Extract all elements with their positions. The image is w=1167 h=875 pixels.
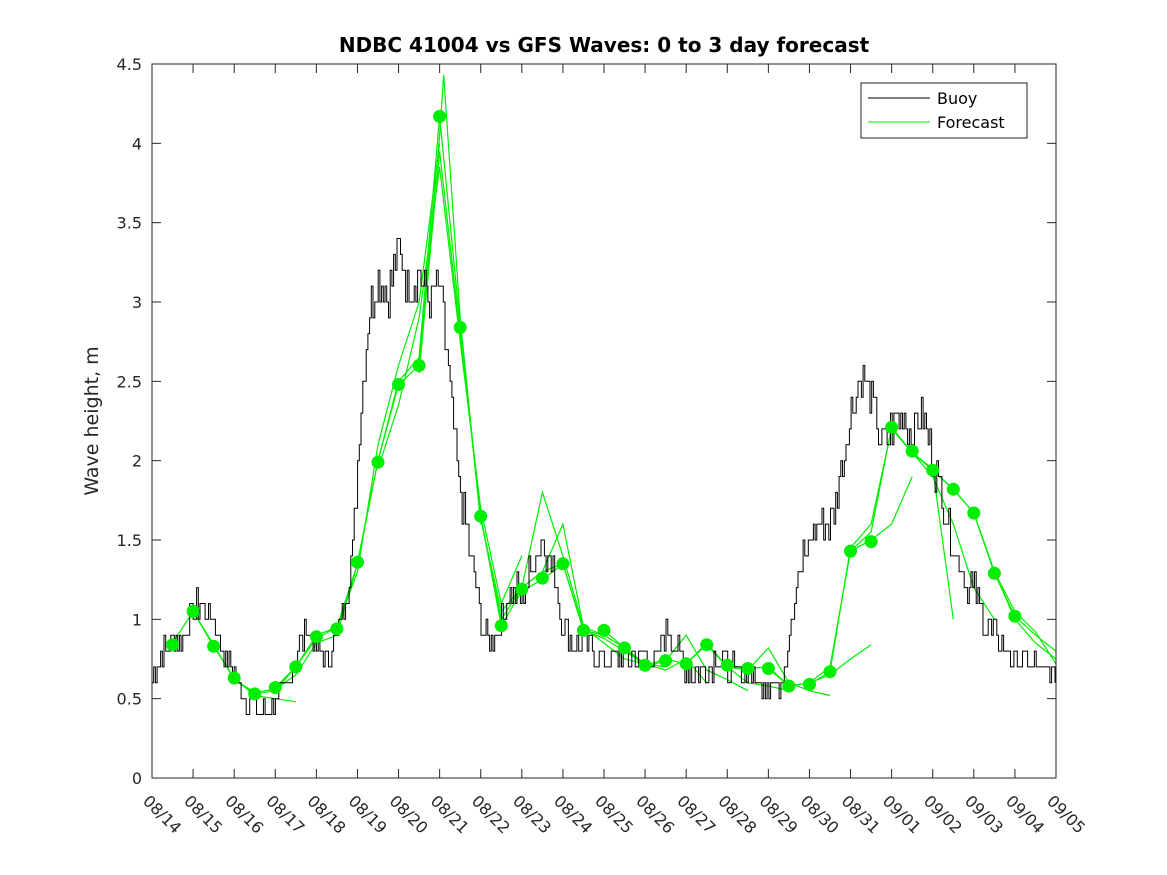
y-tick-label: 4 [132, 134, 142, 153]
y-tick-label: 1.5 [117, 531, 142, 550]
forecast-point [1008, 609, 1022, 623]
forecast-point [453, 320, 467, 334]
forecast-point [166, 638, 179, 652]
x-tick-label: 09/04 [1002, 791, 1048, 837]
forecast-point [371, 455, 385, 469]
forecast-point [905, 444, 919, 458]
forecast-point [987, 566, 1001, 580]
plot-area [152, 64, 1056, 778]
forecast-point [967, 506, 981, 520]
x-tick-label: 08/29 [756, 791, 802, 837]
forecast-point [597, 623, 611, 637]
forecast-point [577, 623, 590, 637]
forecast-point [330, 622, 344, 636]
forecast-points [166, 109, 1022, 701]
forecast-run-line [377, 167, 523, 606]
legend-box [860, 82, 1028, 139]
forecast-point [515, 582, 529, 596]
y-tick-label: 3 [132, 293, 142, 312]
forecast-point [782, 679, 796, 693]
forecast-point [309, 630, 323, 644]
forecast-point [741, 662, 755, 675]
x-tick-label: 08/17 [262, 791, 308, 837]
forecast-point [761, 662, 775, 675]
x-tick-label: 08/30 [797, 791, 843, 837]
legend-forecast-label: Forecast [937, 113, 1005, 132]
x-tick-label: 09/05 [1043, 791, 1089, 837]
forecast-point [823, 665, 837, 679]
x-tick-label: 08/20 [386, 791, 432, 837]
forecast-point [700, 638, 714, 652]
forecast-point [433, 109, 447, 123]
forecast-point [679, 657, 693, 671]
x-tick-label: 08/28 [714, 791, 760, 837]
x-tick-label: 08/23 [509, 791, 555, 837]
y-tick-label: 3.5 [117, 214, 142, 233]
forecast-point [885, 420, 899, 434]
y-axis-label: Wave height, m [81, 346, 103, 495]
forecast-point [803, 677, 816, 691]
forecast-run-line [274, 143, 441, 689]
forecast-point [248, 687, 262, 701]
y-tick-label: 4.5 [117, 55, 142, 74]
x-tick-label: 08/21 [427, 791, 473, 837]
forecast-point [207, 639, 221, 653]
x-tick-label: 08/31 [838, 791, 884, 837]
forecast-point [186, 604, 200, 618]
forecast-point [864, 535, 878, 549]
x-tick-label: 08/24 [550, 791, 596, 837]
forecast-run-line [356, 75, 482, 563]
forecast-point [535, 571, 549, 585]
legend-buoy-label: Buoy [937, 89, 977, 108]
forecast-point [926, 463, 940, 477]
forecast-point [659, 654, 673, 668]
y-tick-label: 2 [132, 452, 142, 471]
x-tick-label: 08/16 [221, 791, 267, 837]
forecast-point [474, 509, 488, 523]
x-tick-label: 09/03 [961, 791, 1007, 837]
forecast-point [844, 544, 857, 558]
y-tick-label: 1 [132, 610, 142, 629]
forecast-point [556, 557, 570, 571]
x-tick-label: 09/02 [920, 791, 966, 837]
y-tick-label: 0.5 [117, 690, 142, 709]
y-axis-ticks: 0 0.5 1 1.5 2 2.5 3 3.5 4 4.5 [117, 55, 1056, 788]
x-tick-label: 08/22 [468, 791, 514, 837]
x-tick-label: 08/19 [345, 791, 391, 837]
x-tick-label: 08/27 [673, 791, 719, 837]
y-tick-label: 2.5 [117, 372, 142, 391]
x-tick-label: 08/26 [632, 791, 678, 837]
x-tick-label: 09/01 [879, 791, 925, 837]
x-tick-label: 08/14 [139, 791, 185, 837]
forecast-point [268, 681, 282, 695]
forecast-point [618, 641, 631, 655]
forecast-point [227, 671, 241, 685]
forecast-point [720, 658, 734, 672]
legend: Buoy Forecast [860, 82, 1028, 139]
x-tick-label: 08/18 [304, 791, 350, 837]
forecast-run-line [850, 425, 995, 620]
forecast-point [946, 482, 960, 496]
x-tick-label: 08/25 [591, 791, 637, 837]
buoy-series-line [152, 238, 1056, 715]
forecast-point [392, 378, 405, 391]
forecast-point [412, 359, 426, 372]
forecast-point [351, 555, 364, 569]
forecast-point [638, 658, 652, 672]
chart-title: NDBC 41004 vs GFS Waves: 0 to 3 day fore… [339, 33, 870, 57]
forecast-point [289, 660, 303, 674]
y-tick-label: 0 [132, 769, 142, 788]
forecast-point [494, 619, 508, 633]
x-tick-label: 08/15 [180, 791, 226, 837]
